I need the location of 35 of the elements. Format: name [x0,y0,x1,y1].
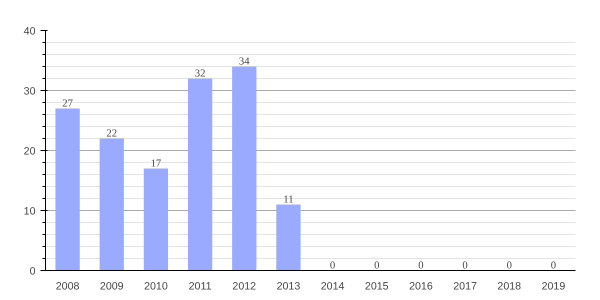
y-tick-label: 0 [30,266,36,278]
x-tick-label: 2016 [409,280,433,292]
x-tick-label: 2017 [453,280,478,292]
x-tick-label: 2012 [232,280,256,292]
bar [55,108,80,270]
bar [100,138,124,270]
x-tick-label: 2009 [100,280,124,292]
x-tick-label: 2015 [364,280,389,292]
data-label: 34 [238,56,250,68]
x-tick-label: 2010 [144,280,168,292]
x-tick-label: 2014 [320,280,345,292]
bar [144,168,168,270]
x-tick-label: 2013 [276,280,300,292]
bar [188,78,212,270]
bar [276,204,301,270]
data-label: 17 [150,158,162,170]
x-tick-label: 2018 [497,280,522,292]
y-tick-label: 40 [24,26,36,38]
y-tick-label: 30 [24,86,36,98]
x-tick-label: 2008 [56,280,80,292]
y-tick-label: 20 [24,146,36,158]
x-tick-label: 2011 [188,280,212,292]
bar [232,66,256,270]
y-tick-label: 10 [24,206,36,218]
data-label: 27 [62,98,74,110]
x-tick-label: 2019 [542,280,566,292]
data-label: 22 [106,128,118,140]
data-label: 0 [462,260,468,272]
data-label: 11 [283,194,294,206]
data-label: 0 [550,260,556,272]
data-label: 0 [418,260,424,272]
data-label: 32 [194,68,206,80]
data-label: 0 [374,260,380,272]
data-label: 0 [506,260,512,272]
data-label: 0 [330,260,336,272]
